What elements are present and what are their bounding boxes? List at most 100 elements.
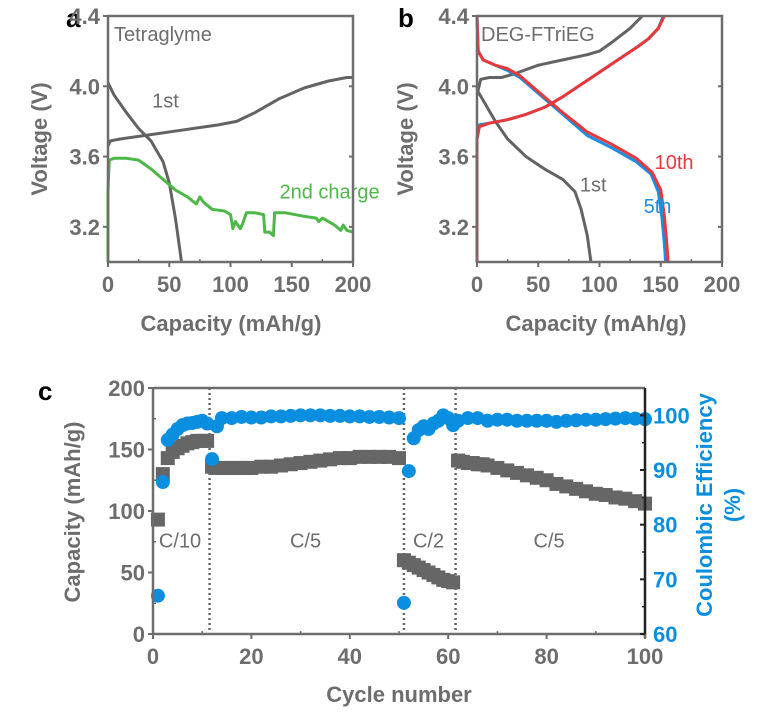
annotation-1st: 1st (152, 90, 179, 112)
x-tick-label: 0 (102, 272, 114, 297)
panel-c-y2label-line2: (%) (720, 488, 745, 522)
panel-c-ylabel: Capacity (mAh/g) (60, 422, 85, 603)
curve-2nd-charge (106, 156, 354, 262)
curve-10th-discharge (475, 15, 670, 263)
annotation-1st: 1st (580, 175, 607, 197)
y-tick-label: 3.6 (438, 145, 469, 170)
capacity-point (200, 433, 215, 448)
panel-label-b: b (398, 3, 414, 33)
rate-label: C/2 (413, 531, 444, 553)
y-tick-label: 200 (108, 376, 145, 401)
ce-point (264, 409, 279, 424)
x-tick-label: 200 (335, 272, 372, 297)
ce-point (392, 411, 406, 426)
y2-tick-label: 100 (653, 403, 690, 428)
x-tick-label: 100 (581, 272, 618, 297)
ce-point (510, 413, 525, 428)
y-tick-label: 50 (121, 561, 145, 586)
ce-point (342, 409, 357, 424)
ce-point (401, 464, 416, 479)
panel-c-xlabel: Cycle number (326, 682, 472, 707)
annotation-2nd-charge: 2nd charge (280, 182, 380, 204)
panel-label-a: a (66, 3, 81, 33)
rate-label: C/5 (533, 531, 564, 553)
x-tick-label: 100 (212, 272, 249, 297)
x-tick-label: 40 (338, 644, 362, 669)
panel-c-y2label-line1: Coulombic Efficiency (692, 392, 717, 616)
y2-tick-label: 80 (653, 513, 677, 538)
curve-5th-charge (475, 15, 665, 262)
ce-point (529, 413, 544, 428)
x-tick-label: 50 (526, 272, 550, 297)
x-tick-label: 150 (273, 272, 310, 297)
ce-point (205, 452, 220, 467)
ce-point (214, 411, 229, 426)
x-tick-label: 0 (147, 644, 159, 669)
panel-b-curves: 1st 5th 10th (475, 14, 694, 263)
panel-a-ylabel: Voltage (V) (27, 82, 52, 195)
y-tick-label: 100 (108, 499, 145, 524)
x-tick-label: 20 (239, 644, 263, 669)
panel-label-c: c (38, 376, 52, 406)
x-tick-label: 60 (436, 644, 460, 669)
ce-point (396, 595, 411, 610)
ce-point (490, 412, 505, 427)
ce-point (362, 409, 377, 424)
y2-tick-label: 90 (653, 458, 677, 483)
panel-a-curves: 1st 2nd charge (106, 76, 380, 263)
y-tick-label: 3.2 (438, 215, 469, 240)
y-tick-label: 3.6 (69, 145, 100, 170)
ce-point (578, 412, 593, 427)
y-tick-label: 3.2 (69, 215, 100, 240)
y2-tick-label: 70 (653, 567, 677, 592)
y-tick-label: 150 (108, 438, 145, 463)
x-tick-label: 80 (534, 644, 558, 669)
panel-b-xlabel: Capacity (mAh/g) (506, 311, 687, 336)
panel-b-ylabel: Voltage (V) (393, 82, 418, 195)
ce-point (519, 413, 534, 428)
ce-point (323, 408, 338, 423)
ce-point (150, 588, 165, 603)
panel-b: b 1st 5th 10th 0 50 100 150 200 3.2 3.6 4.0 4.4 DE… (393, 3, 740, 336)
rate-label: C/10 (159, 531, 201, 553)
curve-5th-discharge (475, 15, 668, 263)
curve-1st-charge (106, 76, 353, 147)
panel-b-axes: 0 50 100 150 200 3.2 3.6 4.0 4.4 (438, 4, 740, 297)
curve-10th-charge (475, 15, 666, 262)
y-tick-label: 0 (133, 622, 145, 647)
x-tick-label: 200 (704, 272, 741, 297)
ce-point (303, 408, 318, 423)
panel-b-title: DEG-FTriEG (481, 24, 595, 46)
y-tick-label: 4.0 (438, 74, 469, 99)
panel-a-axes: 0 50 100 150 200 3.2 3.6 4.0 4.4 (69, 4, 371, 297)
x-tick-label: 0 (471, 272, 483, 297)
ce-point (244, 410, 259, 425)
y-tick-label: 4.4 (69, 4, 100, 29)
capacity-point (392, 451, 406, 466)
x-tick-label: 100 (627, 644, 664, 669)
panel-a-xlabel: Capacity (mAh/g) (141, 311, 322, 336)
ce-point (460, 411, 475, 426)
y2-tick-label: 60 (653, 622, 677, 647)
panel-c-axes: 0 20 40 60 80 100 0 50 100 150 200 60 70 80 90 100 (108, 376, 689, 669)
annotation-10th: 10th (655, 152, 694, 174)
ce-point (155, 475, 170, 490)
panel-a: a 1st 2nd charge 0 50 100 150 200 3.2 3.6 4.0 4.4… (27, 3, 380, 336)
panel-c-markers: C/10 C/5 C/2 C/5 (150, 388, 652, 634)
capacity-point (150, 512, 165, 527)
rate-label: C/5 (290, 531, 321, 553)
panel-c: c C/10 C/5 C/2 C/5 0 20 40 60 80 100 0 50 100 150 200… (38, 376, 745, 707)
curve-1st-discharge (106, 82, 183, 263)
y-tick-label: 4.4 (438, 4, 469, 29)
y-tick-label: 4.0 (69, 74, 100, 99)
x-tick-label: 50 (157, 272, 181, 297)
curve-1st-charge (475, 14, 644, 96)
x-tick-label: 150 (642, 272, 679, 297)
plot-frame (106, 14, 355, 264)
capacity-point (446, 575, 461, 590)
annotation-5th: 5th (644, 196, 672, 218)
curve-1st-discharge (475, 89, 593, 263)
panel-a-title: Tetraglyme (114, 24, 212, 46)
ce-point (293, 408, 308, 423)
